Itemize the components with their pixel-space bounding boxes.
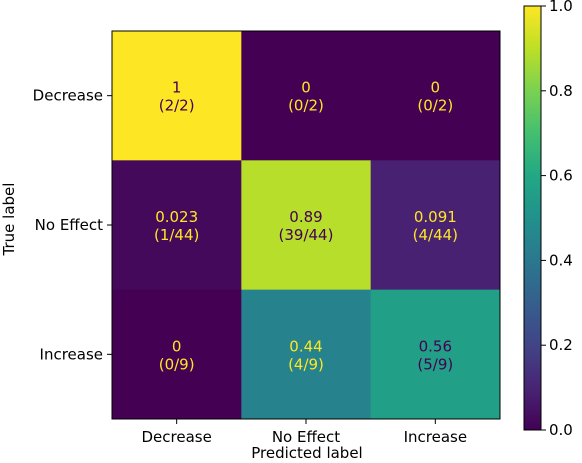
y-axis-ticks: Decrease No Effect Increase [33,87,112,363]
x-axis-title: Predicted label [251,444,362,462]
y-tick-label: Decrease [33,87,103,105]
heatmap-cell-2-2 [370,289,501,420]
cell-value-label: 0.56 [419,337,452,355]
y-axis-title: True label [0,183,18,257]
colorbar: 0.0 0.2 0.4 0.6 0.8 1.0 [523,0,573,439]
colorbar-tick-label: 0.4 [549,251,573,269]
y-tick-label: Increase [40,345,103,363]
x-tick-label: Decrease [142,428,212,446]
cell-count-label: (1/44) [154,226,199,244]
cell-count-label: (0/9) [159,355,195,373]
heatmap-cell-1-2 [370,160,501,291]
cell-value-label: 1 [172,79,182,97]
colorbar-tick-label: 0.2 [549,336,573,354]
heatmap-cell-labels: 1(2/2)0(0/2)0(0/2)0.023(1/44)0.89(39/44)… [154,79,458,374]
cell-value-label: 0.023 [155,208,198,226]
cell-value-label: 0 [172,337,182,355]
y-tick-label: No Effect [35,216,103,234]
cell-count-label: (0/2) [288,97,324,115]
x-tick-label: No Effect [272,428,340,446]
cell-count-label: (4/9) [288,355,324,373]
heatmap-cell-0-2 [370,31,501,161]
plot-frame [111,30,501,420]
cell-count-label: (0/2) [417,97,453,115]
cell-count-label: (4/44) [413,226,458,244]
colorbar-tick-label: 0.8 [549,82,573,100]
cell-count-label: (5/9) [417,355,453,373]
cell-value-label: 0.091 [414,208,457,226]
x-axis-ticks: Decrease No Effect Increase [142,418,467,446]
heatmap-cell-0-0 [112,31,242,161]
cell-value-label: 0 [301,79,311,97]
colorbar-tick-label: 0.6 [549,167,573,185]
heatmap-cell-2-1 [241,289,372,420]
cell-value-label: 0 [431,79,441,97]
heatmap-cell-0-1 [241,31,372,161]
heatmap-cell-1-1 [241,160,372,291]
cell-count-label: (39/44) [279,226,334,244]
x-tick-label: Increase [404,428,467,446]
heatmap-cell-1-0 [112,160,242,291]
cell-value-label: 0.44 [289,337,322,355]
cell-count-label: (2/2) [159,97,195,115]
colorbar-gradient [523,5,542,431]
colorbar-tick-label: 1.0 [549,0,573,15]
colorbar-tick-label: 0.0 [549,421,573,439]
heatmap-cells [112,31,501,420]
cell-value-label: 0.89 [289,208,322,226]
heatmap-cell-2-0 [112,289,242,420]
